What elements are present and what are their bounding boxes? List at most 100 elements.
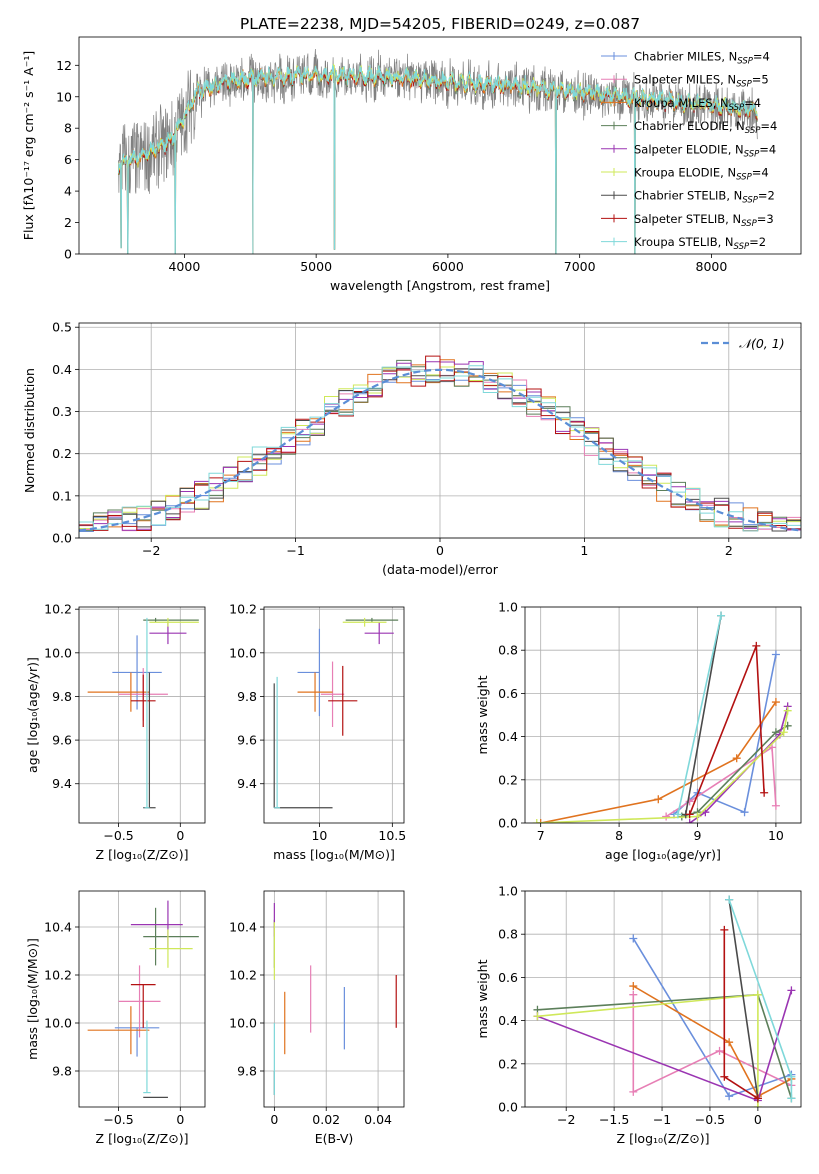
weight-marker <box>783 706 792 715</box>
legend-entry: Chabrier ELODIE, NSSP=4 <box>634 119 777 136</box>
weight-marker <box>787 1072 796 1081</box>
weight-line <box>677 615 722 815</box>
legend-subscript: SSP <box>745 126 761 136</box>
legend-entry: 𝒩(0, 1) <box>739 336 785 351</box>
y-tick-label: 1.0 <box>498 600 518 615</box>
y-tick-label: 0.8 <box>498 927 518 942</box>
x-axis-label: Z [log₁₀(Z/Z⊙)] <box>96 1131 189 1146</box>
x-tick-label: 0 <box>176 828 184 843</box>
weight-marker <box>720 925 729 934</box>
plot-area <box>87 900 199 1099</box>
plot-area <box>273 617 399 809</box>
weight-line <box>723 929 759 1100</box>
weight-marker <box>629 934 638 943</box>
weight-marker <box>685 797 694 806</box>
axes-frame <box>78 606 206 824</box>
x-tick-label: 2 <box>725 543 733 558</box>
axes-frame <box>524 606 802 824</box>
y-tick-label: 0.0 <box>498 1100 518 1115</box>
y-axis-label: age [log₁₀(age/yr)] <box>25 657 40 773</box>
x-tick-label: 8 <box>615 828 623 843</box>
legend-entry: Salpeter MILES, NSSP=5 <box>634 73 769 90</box>
y-tick-label: 10.2 <box>229 602 257 617</box>
y-tick-label: 1.0 <box>498 884 518 899</box>
x-tick-label: 0.04 <box>364 1112 392 1127</box>
legend-count: =4 <box>744 96 761 110</box>
plot-area <box>87 617 199 809</box>
grid-lines <box>79 891 205 1107</box>
legend-subscript: SSP <box>741 219 757 229</box>
y-tick-label: 10 <box>56 89 72 104</box>
legend-subscript: SSP <box>729 103 745 113</box>
weight-line <box>632 938 792 1098</box>
plot-area <box>79 355 801 538</box>
axes-frame <box>78 36 802 255</box>
x-tick-label: −2 <box>142 543 160 558</box>
x-axis-label: age [log₁₀(age/yr)] <box>605 847 721 862</box>
x-axis-label: Z [log₁₀(Z/Z⊙)] <box>617 1131 710 1146</box>
plot-area <box>532 611 792 823</box>
y-tick-label: 10.2 <box>44 968 72 983</box>
weight-marker <box>760 788 769 797</box>
axes-spectrum: 4000 5000 6000 7000 8000 0 2 4 6 8 10 12 wavelength … <box>21 36 802 293</box>
y-tick-label: 0.1 <box>52 488 72 503</box>
y-tick-label: 9.6 <box>52 733 72 748</box>
x-tick-label: 0 <box>176 1112 184 1127</box>
axes-frame <box>78 890 206 1108</box>
legend-subscript: SSP <box>742 196 758 206</box>
x-tick-label: 4000 <box>168 259 200 274</box>
plot-area <box>533 895 796 1107</box>
weight-marker <box>725 895 734 904</box>
y-axis-label: mass weight <box>475 675 490 754</box>
y-tick-label: 2 <box>64 215 72 230</box>
spectrum-model-line <box>118 64 758 254</box>
x-tick-label: 0 <box>754 1112 762 1127</box>
x-tick-label: 7 <box>537 828 545 843</box>
weight-marker <box>771 801 780 810</box>
axes-mass-vs-ebv: 0 0.02 0.04 9.8 10.0 10.2 10.4 E(B-V) <box>229 890 405 1146</box>
y-tick-label: 9.8 <box>52 1064 72 1079</box>
y-tick-label: 0.2 <box>52 446 72 461</box>
axes-mass-vs-z: −0.5 0 9.8 10.0 10.2 10.4 Z [log₁₀(Z/Z⊙)] mass … <box>25 890 206 1146</box>
y-axis-label: Normed distribution <box>22 368 37 493</box>
y-tick-label: 0.4 <box>498 1013 518 1028</box>
y-tick-label: 10.4 <box>44 920 72 935</box>
x-axis-label: mass [log₁₀(M/M⊙)] <box>273 847 395 862</box>
x-tick-label: 9 <box>694 828 702 843</box>
x-tick-label: −0.5 <box>103 828 133 843</box>
weight-marker <box>685 819 694 823</box>
x-tick-label: 0.02 <box>312 1112 340 1127</box>
x-tick-label: −1.5 <box>599 1112 629 1127</box>
weight-line <box>728 899 759 1099</box>
x-tick-label: −1 <box>653 1112 671 1127</box>
weight-marker <box>740 808 749 817</box>
x-tick-label: 10.5 <box>378 828 406 843</box>
y-tick-label: 0.0 <box>498 816 518 831</box>
weight-marker <box>753 1103 762 1107</box>
axes-residuals: −2 −1 0 1 2 0.0 0.1 0.2 0.3 0.4 0.5 (data-model)/er… <box>22 320 802 577</box>
x-tick-label: 1 <box>580 543 588 558</box>
legend-subscript: SSP <box>744 149 760 159</box>
y-tick-label: 0.2 <box>498 772 518 787</box>
weight-marker <box>771 698 780 707</box>
y-tick-label: 8 <box>64 121 72 136</box>
grid-lines <box>79 607 205 823</box>
legend-entry: Chabrier STELIB, NSSP=2 <box>634 189 775 206</box>
y-tick-label: 0.8 <box>498 643 518 658</box>
y-tick-label: 9.4 <box>52 776 72 791</box>
legend-entry: Salpeter STELIB, NSSP=3 <box>634 212 774 229</box>
y-tick-label: 0.4 <box>498 729 518 744</box>
weight-marker <box>779 728 788 737</box>
y-tick-label: 10.0 <box>229 645 257 660</box>
y-tick-label: 12 <box>56 58 72 73</box>
plot-area <box>118 48 758 254</box>
weight-line <box>632 985 792 1098</box>
weight-line <box>632 994 792 1094</box>
weight-marker <box>532 819 541 823</box>
y-tick-label: 0.6 <box>498 686 518 701</box>
weight-marker <box>629 982 638 991</box>
legend-subscript: SSP <box>736 80 752 90</box>
x-tick-label: 5000 <box>300 259 332 274</box>
legend-entry: Kroupa STELIB, NSSP=2 <box>634 235 766 252</box>
weight-line <box>540 701 777 823</box>
